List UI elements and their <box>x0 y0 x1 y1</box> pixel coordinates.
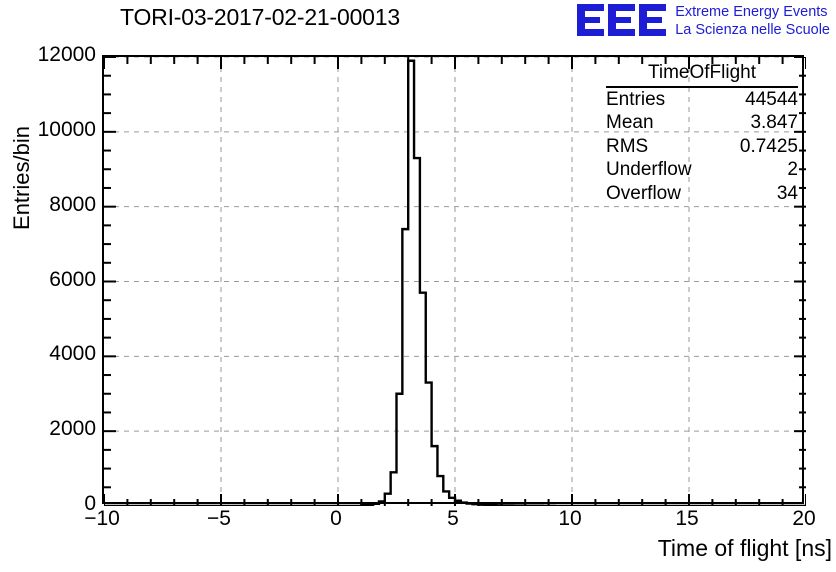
stats-row-underflow: Underflow 2 <box>606 158 798 182</box>
stats-row-value: 2 <box>787 159 798 180</box>
x-tick-label: 20 <box>792 507 816 530</box>
stats-row-mean: Mean 3.847 <box>606 111 798 135</box>
x-axis-title: Time of flight [ns] <box>657 535 832 561</box>
stats-row-label: Underflow <box>606 159 692 180</box>
stats-row-value: 3.847 <box>750 112 798 133</box>
y-axis-title: Entries/bin <box>9 126 34 230</box>
axis-ticks <box>104 57 806 506</box>
x-tick-label: −10 <box>84 507 120 530</box>
x-tick-label: 5 <box>447 507 459 530</box>
eee-logo: Extreme Energy Events La Scienza nelle S… <box>577 2 830 42</box>
y-tick-label: 12000 <box>37 43 96 66</box>
stats-row-overflow: Overflow 34 <box>606 182 798 206</box>
stats-row-value: 34 <box>776 182 798 204</box>
y-tick-label: 2000 <box>49 417 96 441</box>
stats-row-value: 44544 <box>745 88 798 110</box>
stats-row-value: 0.7425 <box>739 135 798 157</box>
eee-logo-mark-icon <box>577 2 669 38</box>
x-tick-label: −5 <box>207 507 231 530</box>
stats-box-rows: Entries 44544 Mean 3.847 RMS 0.7425 Underflow 2… <box>606 88 798 206</box>
y-tick-label: 8000 <box>49 192 96 216</box>
gridlines <box>104 57 806 506</box>
stats-box: TimeOfFlight Entries 44544 Mean 3.847 RMS 0.7… <box>606 62 798 205</box>
stats-row-label: Overflow <box>606 182 681 204</box>
y-tick-label: 10000 <box>37 117 96 141</box>
stats-row-entries: Entries 44544 <box>606 88 798 112</box>
x-tick-label: 0 <box>330 507 342 530</box>
eee-logo-line1: Extreme Energy Events <box>675 4 828 20</box>
y-axis-tick-labels: 0 2000 4000 6000 8000 10000 12000 <box>0 0 96 572</box>
histogram-outline <box>104 59 806 506</box>
stats-row-label: Entries <box>606 88 666 110</box>
y-tick-label: 4000 <box>49 342 96 366</box>
y-tick-label: 0 <box>84 492 96 515</box>
histogram-plot <box>104 57 806 506</box>
plot-frame <box>102 55 806 506</box>
eee-logo-text: Extreme Energy Events La Scienza nelle S… <box>675 2 830 39</box>
page-title: TORI-03-2017-02-21-00013 <box>120 4 400 30</box>
stats-row-label: Mean <box>606 112 654 133</box>
y-tick-label: 6000 <box>49 267 96 291</box>
stats-row-rms: RMS 0.7425 <box>606 135 798 159</box>
x-tick-label: 15 <box>675 507 699 530</box>
eee-logo-line2: La Scienza nelle Scuole <box>675 22 830 38</box>
stats-row-label: RMS <box>606 135 649 157</box>
x-tick-label: 10 <box>558 507 582 530</box>
stats-box-title: TimeOfFlight <box>606 62 798 88</box>
